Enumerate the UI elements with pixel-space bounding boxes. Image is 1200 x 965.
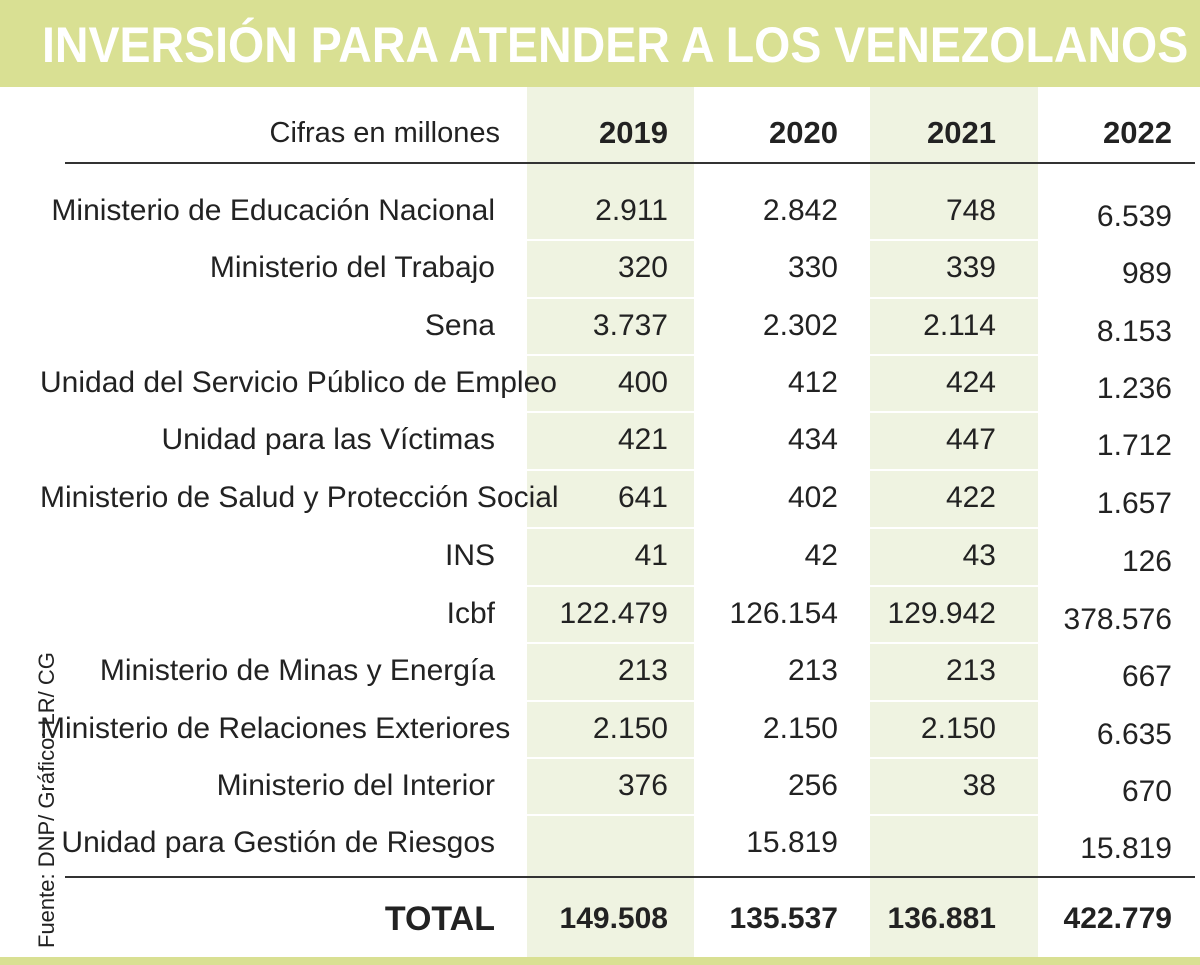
row-label: Ministerio de Salud y Protección Social [40,481,559,514]
row-label: Unidad para Gestión de Riesgos [61,826,495,859]
table-cell: 8.153 [1096,315,1172,348]
chart-title: INVERSIÓN PARA ATENDER A LOS VENEZOLANOS [42,17,1189,73]
column-band-2021 [870,87,1038,957]
total-cell: 422.779 [1063,902,1172,935]
table-cell: 2.302 [762,309,838,342]
table-cell: 213 [787,654,838,687]
table-cell: 2.150 [762,712,838,745]
source-note: Fuente: DNP/ Gráfico: LR/ CG [34,652,59,948]
table-cell: 667 [1121,660,1172,693]
table-cell: 2.114 [923,309,996,342]
table-cell: 122.479 [559,597,668,630]
header-label: Cifras en millones [269,117,500,149]
total-cell: 136.881 [887,902,996,935]
total-divider [65,876,1195,878]
table-cell: 641 [617,481,668,514]
table-cell: 412 [787,366,838,399]
table-cell: 421 [617,423,668,456]
table-cell: 320 [617,251,668,284]
table-cell: 38 [962,769,996,802]
row-label: Ministerio del Interior [216,769,495,802]
row-separator [0,469,1200,471]
header-divider [65,162,1195,164]
table-cell: 447 [945,423,996,456]
table-cell: 376 [617,769,668,802]
table-cell: 989 [1121,257,1172,290]
column-band-2019 [527,87,694,957]
table-cell: 213 [945,654,996,687]
table-cell: 2.150 [592,712,668,745]
table-cell: 213 [617,654,668,687]
table-cell: 42 [804,539,838,572]
row-label: INS [444,539,495,572]
table-cell: 126.154 [729,597,838,630]
row-label: Ministerio de Relaciones Exteriores [40,712,511,745]
row-separator [0,297,1200,299]
row-separator [0,411,1200,413]
bottom-bar [0,957,1200,965]
table-cell [831,823,996,863]
row-separator [0,239,1200,241]
row-label: Unidad del Servicio Público de Empleo [40,366,557,399]
table-cell: 2.842 [762,194,838,227]
table-cell [503,823,668,863]
table-cell: 378.576 [1063,603,1172,636]
table-cell: 2.150 [920,712,996,745]
row-label: Unidad para las Víctimas [161,423,496,456]
row-label: Ministerio de Minas y Energía [99,654,495,687]
table-cell: 2.911 [595,194,668,227]
total-cell: 149.508 [559,902,668,935]
table-cell: 670 [1121,775,1172,808]
row-separator [0,757,1200,759]
table-cell: 3.737 [592,309,668,342]
row-separator [0,527,1200,529]
total-label: TOTAL [384,900,495,938]
table-cell: 1.657 [1096,487,1172,520]
row-separator [0,814,1200,816]
table-cell: 748 [945,194,996,227]
table-cell: 15.819 [746,826,838,859]
table-cell: 43 [962,539,996,572]
table-cell: 402 [787,481,838,514]
row-label: Icbf [446,597,495,630]
table-cell: 15.819 [1080,832,1172,865]
column-header-2019: 2019 [599,115,668,150]
table-cell: 6.635 [1096,718,1172,751]
table-cell: 1.712 [1096,429,1172,462]
title-bar [0,0,1200,87]
table-cell: 126 [1121,545,1172,578]
row-label: Ministerio de Educación Nacional [51,194,495,227]
table-cell: 41 [634,539,668,572]
row-separator [0,642,1200,644]
table-cell: 256 [787,769,838,802]
table-cell: 434 [787,423,838,456]
table-cell: 1.236 [1096,372,1172,405]
table-cell: 330 [787,251,838,284]
table-cell: 422 [945,481,996,514]
row-separator [0,354,1200,356]
table-cell: 400 [617,366,668,399]
row-separator [0,585,1200,587]
column-header-2020: 2020 [769,115,838,150]
table-cell: 6.539 [1096,200,1172,233]
row-separator [0,700,1200,702]
total-cell: 135.537 [729,902,838,935]
table-cell: 424 [945,366,996,399]
column-header-2022: 2022 [1103,115,1172,150]
column-header-2021: 2021 [927,115,996,150]
table-cell: 339 [945,251,996,284]
row-label: Ministerio del Trabajo [209,251,495,284]
table-cell: 129.942 [887,597,996,630]
row-label: Sena [424,309,495,342]
